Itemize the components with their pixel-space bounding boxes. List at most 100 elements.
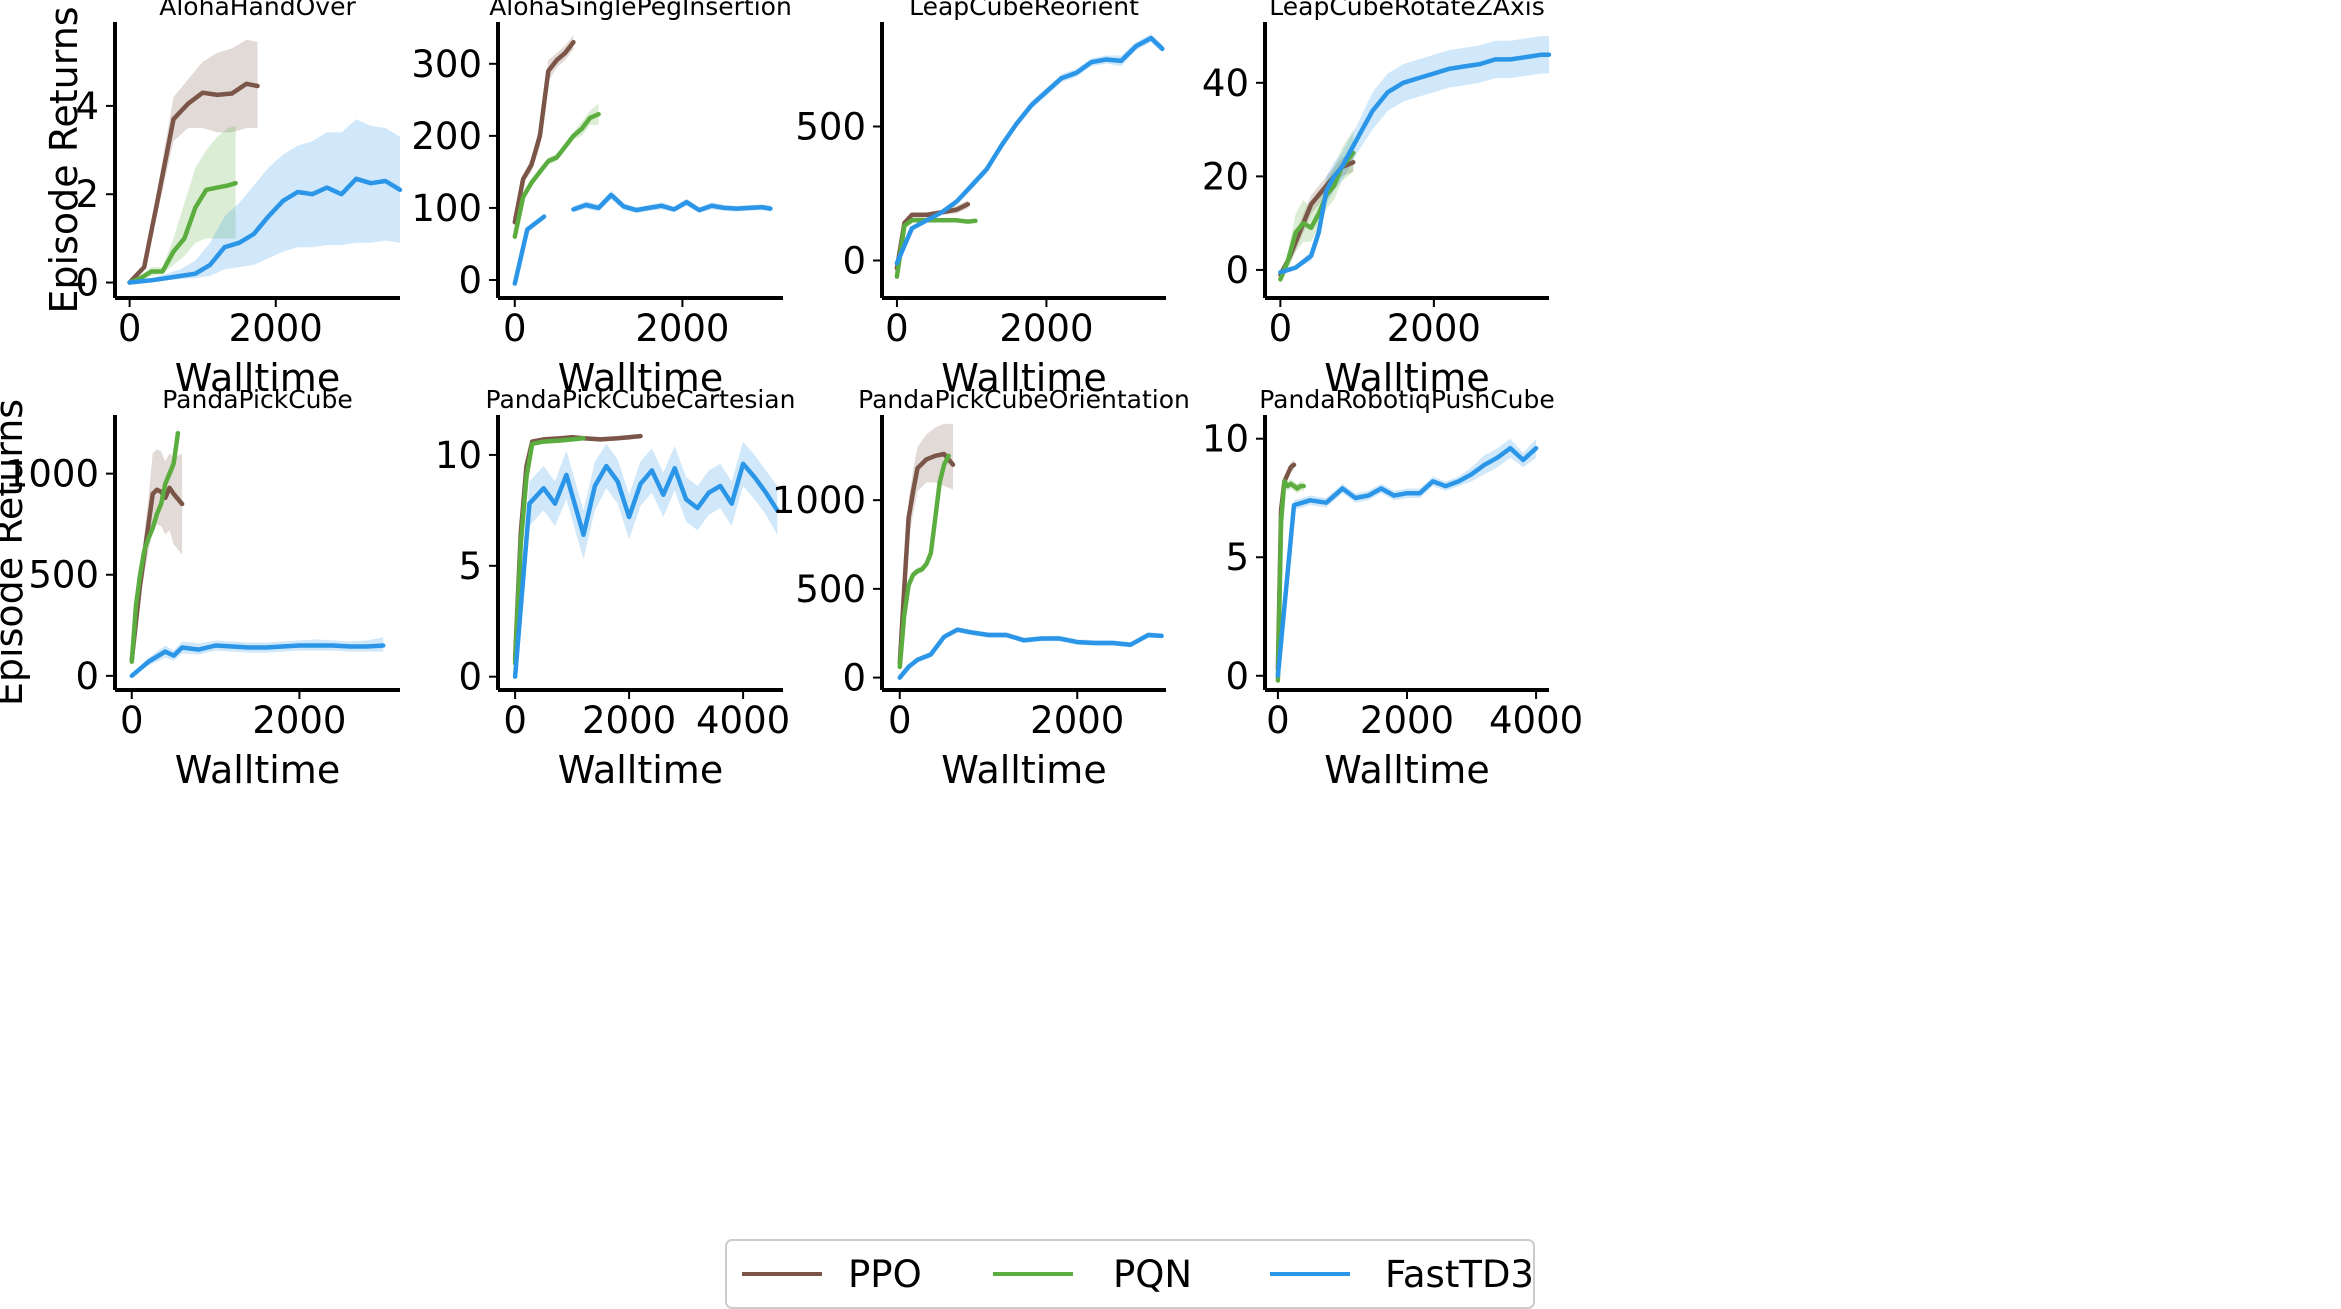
line-fasttd3 — [1275, 445, 1539, 679]
band-fasttd3 — [899, 627, 1162, 678]
subplot-title: LeapCubeReorient — [909, 0, 1139, 21]
line-pqn — [129, 430, 181, 664]
y-tick-label: 10 — [1202, 418, 1249, 461]
y-tick-label: 0 — [458, 656, 482, 699]
x-axis-label: Walltime — [1324, 748, 1489, 792]
x-axis-label: Walltime — [941, 748, 1106, 792]
x-tick-label: 2000 — [252, 699, 346, 742]
band-fasttd3 — [1277, 438, 1537, 676]
subplot-pandapickcubecartesian: PandaPickCubeCartesian 0 2000 4000 0 5 10 Wallt… — [435, 385, 796, 792]
x-tick-label: 4000 — [696, 699, 790, 742]
band-fasttd3 — [129, 119, 400, 283]
y-tick-label: 0 — [842, 239, 866, 282]
y-tick-label: 0 — [842, 657, 866, 700]
subplot-alohahandover: AlohaHandOver 0 2000 0 2 4 Walltime Episode Ret… — [42, 0, 403, 400]
x-axis-label: Walltime — [558, 356, 723, 400]
band-pqn — [129, 125, 236, 283]
band-fasttd3 — [131, 637, 384, 676]
band-ppo — [515, 433, 641, 662]
series-group — [894, 34, 1165, 280]
x-tick-label: 0 — [503, 307, 527, 350]
y-tick-label: 5 — [458, 545, 482, 588]
x-tick-label: 0 — [1266, 699, 1290, 742]
x-tick-label: 0 — [1269, 307, 1293, 350]
y-tick-label: 0 — [1225, 655, 1249, 698]
line-fasttd3 — [1278, 52, 1552, 275]
series-group — [512, 35, 773, 286]
series-group — [1278, 36, 1552, 284]
subplot-leapcubereorient: LeapCubeReorient 0 2000 0 500 Walltime — [795, 0, 1166, 400]
band-ppo — [131, 449, 183, 666]
y-tick-label: 100 — [411, 187, 482, 230]
line-pqn — [512, 111, 601, 239]
line-fasttd3 — [129, 643, 386, 679]
subplot-pandarobotiqpushcube: PandaRobotiqPushCube 0 2000 4000 0 5 10 Walltim… — [1202, 385, 1583, 792]
y-tick-label: 1000 — [772, 479, 866, 522]
y-tick-label: 0 — [1225, 249, 1249, 292]
x-axis-label: Walltime — [175, 748, 340, 792]
line-fasttd3 — [127, 176, 403, 285]
y-tick-label: 200 — [411, 115, 482, 158]
y-tick-label: 500 — [795, 106, 866, 149]
series-group — [127, 39, 403, 285]
x-tick-label: 0 — [120, 699, 144, 742]
line-ppo — [897, 451, 956, 666]
y-tick-label: 0 — [75, 655, 99, 698]
y-tick-label: 40 — [1202, 62, 1249, 105]
subplot-title: LeapCubeRotateZAxis — [1269, 0, 1544, 21]
subplot-title: PandaPickCubeCartesian — [486, 385, 796, 414]
series-group — [1275, 438, 1539, 683]
series-group — [512, 433, 780, 679]
line-pqn — [894, 218, 978, 279]
subplot-leapcuberotatezaxis: LeapCubeRotateZAxis 0 2000 0 20 40 Walltime — [1202, 0, 1552, 400]
line-ppo — [127, 81, 260, 285]
band-ppo — [514, 35, 574, 226]
y-tick-label: 20 — [1202, 155, 1249, 198]
x-tick-label: 0 — [888, 699, 912, 742]
band-fasttd3 — [515, 441, 778, 677]
series-group — [897, 423, 1164, 680]
legend-label-pqn: PQN — [1113, 1253, 1192, 1296]
subplot-title: PandaPickCube — [162, 385, 353, 414]
x-tick-label: 2000 — [1030, 699, 1124, 742]
subplot-pandapickcubeorientation: PandaPickCubeOrientation 0 2000 0 500 1000 Wal… — [772, 385, 1190, 792]
y-tick-label: 300 — [411, 43, 482, 86]
line-fasttd3 — [894, 35, 1165, 266]
line-fasttd3 — [512, 214, 547, 286]
line-pqn — [512, 436, 586, 666]
subplot-pandapickcube: PandaPickCube 0 2000 0 500 1000 Walltime Episod… — [0, 385, 400, 792]
band-pqn — [896, 219, 976, 280]
y-tick-label: 500 — [28, 554, 99, 597]
legend: PPO PQN FastTD3 — [725, 1239, 1535, 1309]
x-axis-label: Walltime — [941, 356, 1106, 400]
line-ppo — [512, 433, 643, 662]
line-fasttd3 — [897, 627, 1164, 680]
x-axis-label: Walltime — [175, 356, 340, 400]
line-pqn — [897, 453, 951, 670]
x-tick-label: 2000 — [229, 307, 323, 350]
x-tick-label: 2000 — [1360, 699, 1454, 742]
x-tick-label: 2000 — [999, 307, 1093, 350]
x-tick-label: 0 — [118, 307, 142, 350]
band-fasttd3 — [1280, 36, 1549, 275]
y-tick-label: 1000 — [5, 453, 99, 496]
x-tick-label: 2000 — [1387, 307, 1481, 350]
subplot-title: PandaPickCubeOrientation — [858, 385, 1190, 414]
line-pqn — [1275, 479, 1306, 683]
line-ppo — [512, 39, 576, 225]
y-tick-label: 500 — [795, 568, 866, 611]
x-axis-label: Walltime — [1324, 356, 1489, 400]
legend-frame — [725, 1239, 1535, 1309]
band-pqn — [514, 103, 599, 241]
y-tick-label: 10 — [435, 434, 482, 477]
x-tick-label: 0 — [885, 307, 909, 350]
y-tick-label: 0 — [75, 262, 99, 305]
y-tick-label: 0 — [458, 259, 482, 302]
y-tick-label: 4 — [75, 85, 99, 128]
x-tick-label: 0 — [503, 699, 527, 742]
band-fasttd3 — [896, 34, 1163, 266]
subplot-title: AlohaHandOver — [159, 0, 356, 21]
band-ppo — [129, 39, 258, 283]
